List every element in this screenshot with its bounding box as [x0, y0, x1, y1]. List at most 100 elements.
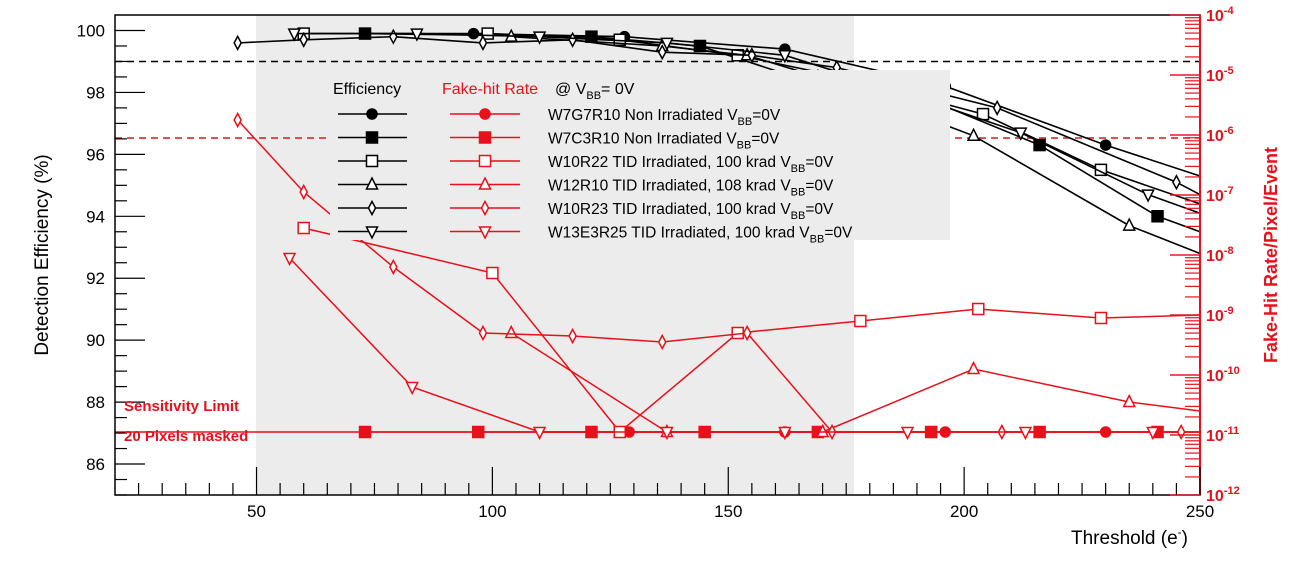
x-axis-title-close: ) [1182, 528, 1188, 549]
efficiency-series-4 [233, 28, 1201, 196]
x-axis-title-main: Threshold (e [1071, 528, 1178, 549]
legend-fakehit-marker [480, 199, 490, 217]
data-point [486, 266, 499, 280]
fakehit-series-9 [504, 324, 1201, 438]
legend-fakehit-marker [479, 108, 491, 120]
y2-tick-label: 10-5 [1206, 65, 1234, 85]
legend-condition-prefix: @ V [555, 81, 587, 98]
legend-entry: W10R22 TID Irradiated, 100 krad VBB=0V [338, 154, 834, 175]
fakehit-series-11 [282, 252, 1160, 441]
data-point [471, 425, 485, 439]
data-point [1122, 393, 1136, 408]
data-point [1151, 210, 1164, 223]
data-point [297, 221, 310, 235]
legend-header-efficiency: Efficiency [333, 81, 401, 98]
y-tick-label: 100 [77, 21, 105, 40]
legend-efficiency-marker [366, 108, 378, 120]
pixels-masked-label: 20 Pixels masked [124, 428, 248, 445]
y-axis-title: Detection Efficiency (%) [32, 154, 53, 355]
y-tick-label: 88 [86, 393, 105, 412]
legend-fakehit-marker [478, 131, 492, 144]
data-point [585, 30, 598, 43]
data-point [854, 314, 867, 328]
series-line [510, 332, 1201, 433]
y2-tick-label: 10-9 [1206, 305, 1234, 325]
legend-background [330, 70, 950, 240]
y2-axis-title: Fake-Hit Rate/Pixel/Event [1261, 147, 1281, 363]
legend-entry: W7G7R10 Non Irradiated VBB=0V [338, 107, 781, 128]
data-point [299, 183, 309, 201]
data-point [481, 27, 494, 40]
data-point [778, 426, 792, 441]
legend-header-fakehit: Fake-hit Rate [442, 81, 538, 98]
data-point [233, 34, 243, 51]
data-point [388, 258, 398, 276]
legend-entry: W13E3R25 TID Irradiated, 100 krad VBB=0V [338, 225, 853, 246]
data-point [992, 99, 1002, 116]
data-point [1122, 217, 1136, 231]
data-point [778, 50, 792, 64]
y-tick-label: 96 [86, 145, 105, 164]
data-point [1176, 423, 1186, 441]
legend-entry: W12R10 TID Irradiated, 108 krad VBB=0V [338, 176, 834, 199]
legend-efficiency-marker [365, 154, 379, 168]
data-point [299, 31, 309, 48]
legend-fakehit-marker [478, 176, 492, 190]
legend-entry: W10R23 TID Irradiated, 100 krad VBB=0V [338, 199, 834, 222]
y2-tick-label: 10-12 [1206, 485, 1240, 505]
y-tick-label: 90 [86, 331, 105, 350]
data-point [410, 28, 424, 42]
data-point [815, 423, 830, 438]
y-tick-label: 98 [86, 83, 105, 102]
sensitivity-limit-label: Sensitivity Limit [124, 398, 239, 415]
data-point [405, 381, 419, 396]
data-point [478, 34, 488, 51]
data-point [358, 425, 372, 439]
data-point [742, 324, 752, 342]
series-line [303, 227, 1201, 434]
x-tick-label: 100 [478, 502, 506, 521]
x-tick-label: 50 [247, 502, 266, 521]
data-point [1172, 174, 1181, 191]
legend-label: W12R10 TID Irradiated, 108 krad VBB=0V [548, 178, 834, 199]
legend-label: W10R23 TID Irradiated, 100 krad VBB=0V [548, 201, 834, 222]
data-point [1099, 139, 1112, 151]
legend-label: W7G7R10 Non Irradiated VBB=0V [548, 107, 781, 128]
x-tick-label: 250 [1186, 502, 1214, 521]
data-point [1141, 189, 1155, 203]
legend-efficiency-marker [365, 226, 379, 240]
data-point [568, 327, 577, 345]
data-point [282, 252, 297, 267]
data-point [972, 302, 985, 316]
x-axis-title-sup: - [1178, 525, 1182, 539]
x-axis-title: Threshold (e-) [1071, 525, 1188, 549]
y-tick-label: 92 [86, 269, 105, 288]
series-line [473, 32, 1201, 177]
x-tick-label: 150 [714, 502, 742, 521]
legend-label: W13E3R25 TID Irradiated, 100 krad VBB=0V [548, 225, 853, 246]
data-point [657, 44, 667, 61]
legend-efficiency-marker [365, 176, 379, 190]
legend-condition-suffix: = 0V [601, 81, 635, 98]
legend-label: W10R22 TID Irradiated, 100 krad VBB=0V [548, 154, 834, 175]
y2-tick-label: 10-4 [1206, 5, 1234, 25]
y2-tick-label: 10-6 [1206, 125, 1234, 145]
legend-header-condition: @ VBB= 0V [555, 81, 635, 102]
legend-label: W7C3R10 Non Irradiated VBB=0V [548, 131, 780, 152]
data-point [1146, 426, 1160, 441]
data-point [657, 333, 667, 351]
data-point [900, 426, 915, 441]
legend-fakehit-marker [478, 154, 492, 168]
data-point [1018, 426, 1033, 441]
legend-efficiency-marker [365, 131, 379, 144]
data-point [233, 111, 243, 129]
y2-tick-label: 10-7 [1206, 185, 1234, 205]
y2-tick-label: 10-8 [1206, 245, 1234, 265]
legend: Efficiency Fake-hit Rate @ VBB= 0V W7G7R… [330, 70, 950, 246]
data-point [966, 127, 981, 142]
efficiency-series-5 [287, 28, 1201, 214]
y2-tick-label: 10-10 [1206, 365, 1240, 385]
data-point [478, 324, 488, 342]
y-tick-label: 86 [86, 455, 105, 474]
